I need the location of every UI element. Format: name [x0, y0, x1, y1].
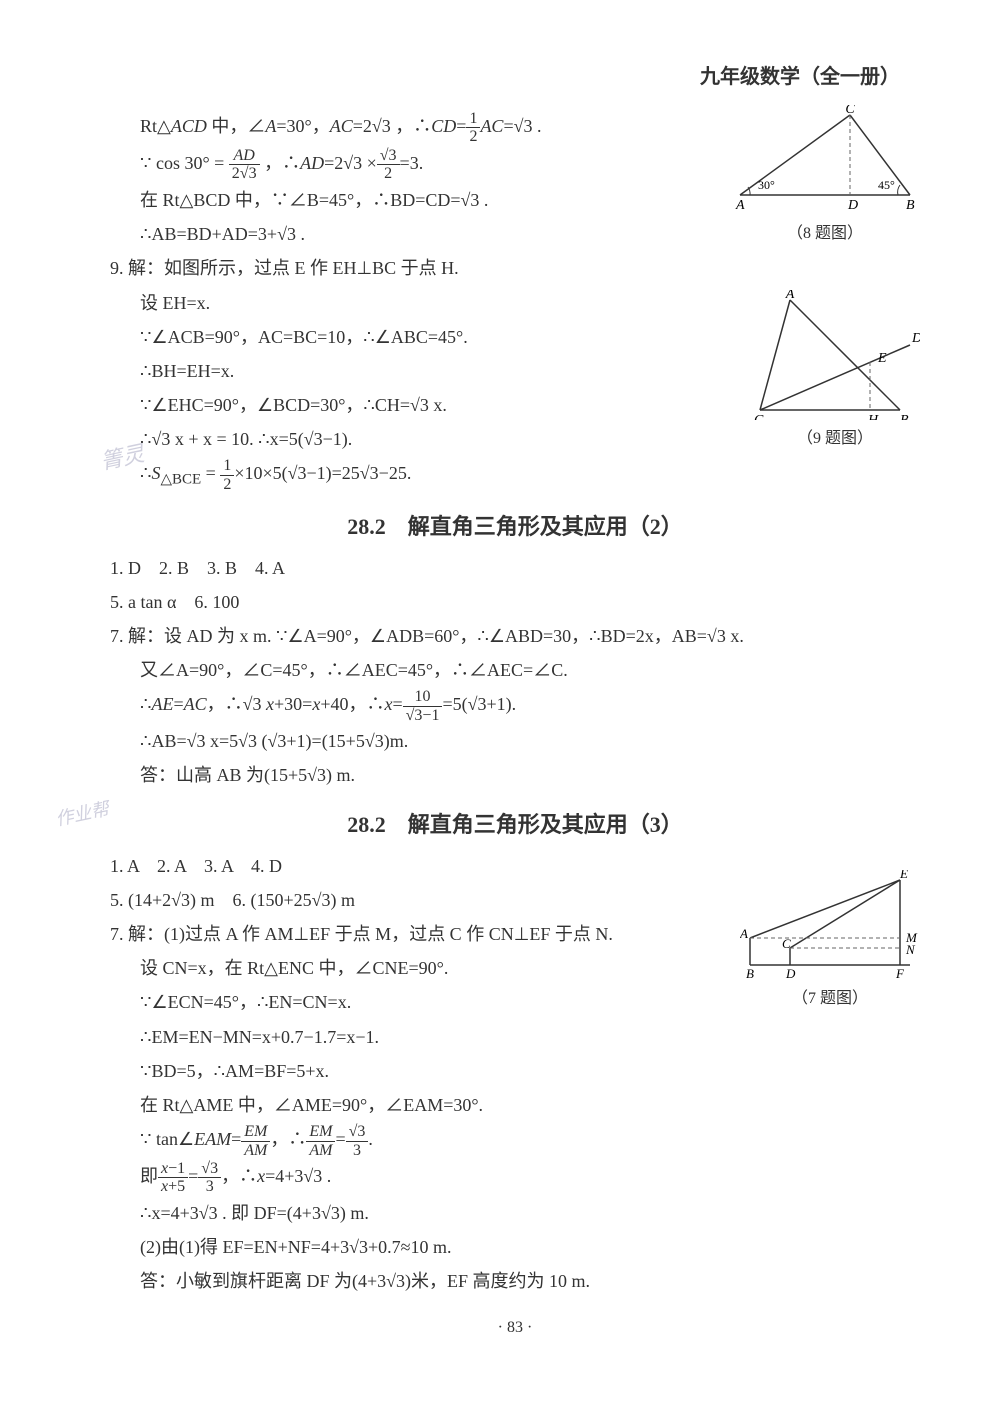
- figure-8-caption: （8 题图）: [730, 219, 920, 243]
- s3-p7-l5: 在 Rt△AME 中，∠AME=90°，∠EAM=30°.: [110, 1088, 920, 1122]
- s2-p7-l2: ∴AE=AC，∴√3 x+30=x+40，∴x=10√3−1=5(√3+1).: [110, 687, 920, 724]
- page-header: 九年级数学（全一册）: [110, 60, 920, 89]
- figure-9: A B C D E H （9 题图）: [750, 290, 920, 448]
- svg-text:N: N: [905, 942, 916, 957]
- s3-p7-l6: ∵ tan∠EAM=EMAM，∴EMAM=√33.: [110, 1122, 920, 1159]
- triangle-9-icon: A B C D E H: [750, 290, 920, 420]
- svg-text:C: C: [782, 936, 791, 951]
- triangle-8-icon: C A B D 30° 45°: [730, 105, 920, 215]
- s3-p7-l10: 答：小敏到旗杆距离 DF 为(4+3√3)米，EF 高度约为 10 m.: [110, 1264, 920, 1298]
- section-title-1: 28.2 解直角三角形及其应用（2）: [110, 509, 920, 541]
- s3-p7-l7: 即x−1x+5=√33，∴x=4+3√3 .: [110, 1159, 920, 1196]
- svg-text:30°: 30°: [758, 178, 775, 192]
- p9-line-6: ∴S△BCE = 12×10×5(√3−1)=25√3−25.: [110, 456, 920, 494]
- s2-p7-l3: ∴AB=√3 x=5√3 (√3+1)=(15+5√3)m.: [110, 724, 920, 758]
- svg-text:B: B: [746, 966, 754, 980]
- svg-text:C: C: [845, 105, 855, 117]
- svg-text:A: A: [735, 198, 745, 213]
- s2-p7-l4: 答：山高 AB 为(15+5√3) m.: [110, 758, 920, 792]
- triangle-7-icon: E A C M N B D F: [740, 870, 920, 980]
- page-content: 九年级数学（全一册） C A B D 30° 45° （8 题图） Rt△ACD…: [0, 0, 1000, 1377]
- page-number: · 83 ·: [110, 1319, 920, 1337]
- svg-text:D: D: [847, 198, 858, 213]
- figure-9-caption: （9 题图）: [750, 424, 920, 448]
- s2-p7-l0: 7. 解：设 AD 为 x m. ∵∠A=90°，∠ADB=60°，∴∠ABD=…: [110, 619, 920, 653]
- s2-p7-l1: 又∠A=90°，∠C=45°，∴∠AEC=45°，∴∠AEC=∠C.: [110, 653, 920, 687]
- s3-p7-l4: ∵BD=5，∴AM=BF=5+x.: [110, 1054, 920, 1088]
- figure-7-caption: （7 题图）: [740, 984, 920, 1008]
- s2-a5: 5. a tan α 6. 100: [110, 585, 920, 619]
- figure-8: C A B D 30° 45° （8 题图）: [730, 105, 920, 243]
- s3-p7-l9: (2)由(1)得 EF=EN+NF=4+3√3+0.7≈10 m.: [110, 1230, 920, 1264]
- svg-text:E: E: [877, 351, 887, 366]
- figure-7: E A C M N B D F （7 题图）: [740, 870, 920, 1008]
- section-title-2: 28.2 解直角三角形及其应用（3）: [110, 807, 920, 839]
- svg-text:D: D: [911, 331, 920, 346]
- p9-line-0: 9. 解：如图所示，过点 E 作 EH⊥BC 于点 H.: [110, 251, 920, 285]
- s3-p7-l8: ∴x=4+3√3 . 即 DF=(4+3√3) m.: [110, 1196, 920, 1230]
- s2-answers: 1. D 2. B 3. B 4. A: [110, 551, 920, 585]
- svg-text:45°: 45°: [878, 178, 895, 192]
- svg-text:C: C: [754, 413, 764, 420]
- watermark-2: 作业帮: [53, 795, 111, 832]
- svg-text:D: D: [785, 966, 796, 980]
- svg-text:A: A: [785, 290, 795, 302]
- svg-text:B: B: [900, 413, 909, 420]
- svg-text:H: H: [867, 413, 879, 420]
- svg-text:A: A: [740, 926, 748, 941]
- s3-p7-l3: ∴EM=EN−MN=x+0.7−1.7=x−1.: [110, 1020, 920, 1054]
- svg-text:F: F: [895, 966, 905, 980]
- svg-text:B: B: [906, 198, 915, 213]
- svg-text:E: E: [899, 870, 908, 881]
